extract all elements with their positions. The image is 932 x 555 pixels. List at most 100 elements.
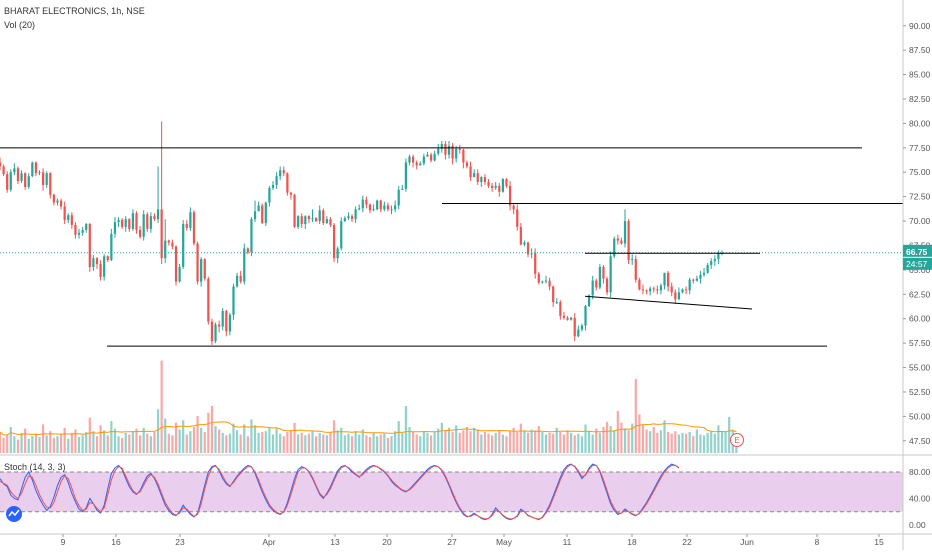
logo-glyph (8, 509, 20, 517)
candle-body (117, 220, 120, 223)
volume-bar (706, 432, 709, 453)
candle-body (246, 248, 249, 253)
volume-bar (286, 432, 289, 453)
candle-body (27, 176, 30, 187)
volume-bar (620, 422, 623, 453)
candle-body (487, 182, 490, 186)
volume-bar (235, 430, 239, 453)
candle-body (447, 145, 451, 155)
candle-body (31, 162, 34, 177)
time-axis-label: Apr (262, 537, 275, 547)
volume-bar (386, 437, 390, 453)
candle-body (580, 325, 584, 330)
candle-body (81, 229, 84, 233)
volume-label[interactable]: Vol (20) (4, 20, 36, 30)
volume-bar (695, 429, 698, 453)
candle-body (645, 290, 648, 292)
candle-body (609, 256, 612, 293)
volume-bar (447, 427, 451, 453)
candle-body (631, 259, 634, 261)
candle-body (602, 266, 605, 279)
candle-body (146, 214, 149, 229)
volume-bar (149, 436, 152, 453)
candle-body (681, 289, 684, 293)
volume-bar (462, 430, 465, 453)
stoch-axis-label: 40.00 (909, 494, 931, 504)
volume-bar (440, 422, 443, 453)
candle-body (663, 272, 666, 286)
volume-bar (160, 360, 163, 453)
candle-body (243, 248, 246, 282)
candle-body (347, 216, 350, 219)
volume-bar (444, 430, 447, 453)
volume-bar (196, 416, 199, 453)
candle-body (379, 200, 382, 210)
candle-body (275, 176, 278, 185)
volume-bar (293, 422, 296, 453)
trendlines-layer[interactable] (0, 147, 903, 347)
stoch-label[interactable]: Stoch (14, 3, 3) (4, 462, 66, 472)
candle-body (444, 143, 447, 155)
time-axis-label: 15 (874, 537, 884, 547)
volume-bar (85, 432, 88, 453)
candle-body (271, 184, 275, 188)
trendline[interactable] (584, 295, 753, 310)
volume-bar (171, 435, 174, 453)
candle-body (415, 162, 418, 166)
candle-body (279, 170, 282, 177)
volume-bar (598, 432, 601, 453)
volume-bar (49, 431, 52, 453)
candle-body (372, 209, 375, 211)
earnings-marker[interactable] (730, 433, 744, 447)
volume-bar (182, 420, 185, 453)
candle-body (411, 156, 415, 163)
volume-bar (275, 428, 278, 453)
volume-bar (0, 432, 2, 453)
volume-bar (365, 435, 368, 453)
volume-bar (616, 411, 619, 453)
candle-body (376, 200, 379, 210)
volume-bar (469, 431, 472, 453)
volume-bar (437, 428, 440, 453)
volume-bar (573, 435, 576, 453)
price-axis-label: 87.50 (909, 45, 931, 55)
candle-body (480, 177, 483, 183)
volume-bar (74, 429, 77, 453)
volume-bar (595, 428, 598, 453)
candle-body (63, 206, 66, 221)
volume-bar (555, 427, 558, 453)
volume-bar (710, 431, 713, 453)
volume-bar (376, 436, 379, 453)
candle-body (16, 168, 20, 182)
candle-body (156, 209, 160, 220)
volume-bar (455, 425, 458, 453)
candle-body (534, 253, 537, 274)
volume-bar (674, 431, 677, 453)
stoch-d-line (0, 464, 680, 520)
volume-bar (9, 426, 12, 453)
candle-body (605, 278, 609, 293)
time-axis-label: 11 (563, 537, 572, 547)
symbol-title[interactable]: BHARAT ELECTRONICS, 1h, NSE (4, 6, 145, 16)
volume-bar (659, 430, 663, 453)
volume-bar (221, 432, 224, 453)
volume-bar (103, 430, 106, 453)
candle-body (541, 281, 544, 283)
candle-body (656, 289, 659, 291)
candle-body (343, 218, 346, 222)
volume-bar (27, 438, 30, 453)
candle-body (555, 302, 558, 304)
candle-body (695, 278, 698, 281)
volume-bar (354, 431, 357, 453)
candle-body (214, 324, 217, 342)
candle-body (6, 174, 9, 190)
candle-body (498, 185, 501, 192)
candle-body (0, 162, 2, 167)
candle-body (49, 173, 52, 195)
candle-body (282, 170, 285, 174)
volume-bar (652, 426, 655, 453)
candle-body (587, 295, 591, 307)
candle-body (437, 148, 440, 154)
